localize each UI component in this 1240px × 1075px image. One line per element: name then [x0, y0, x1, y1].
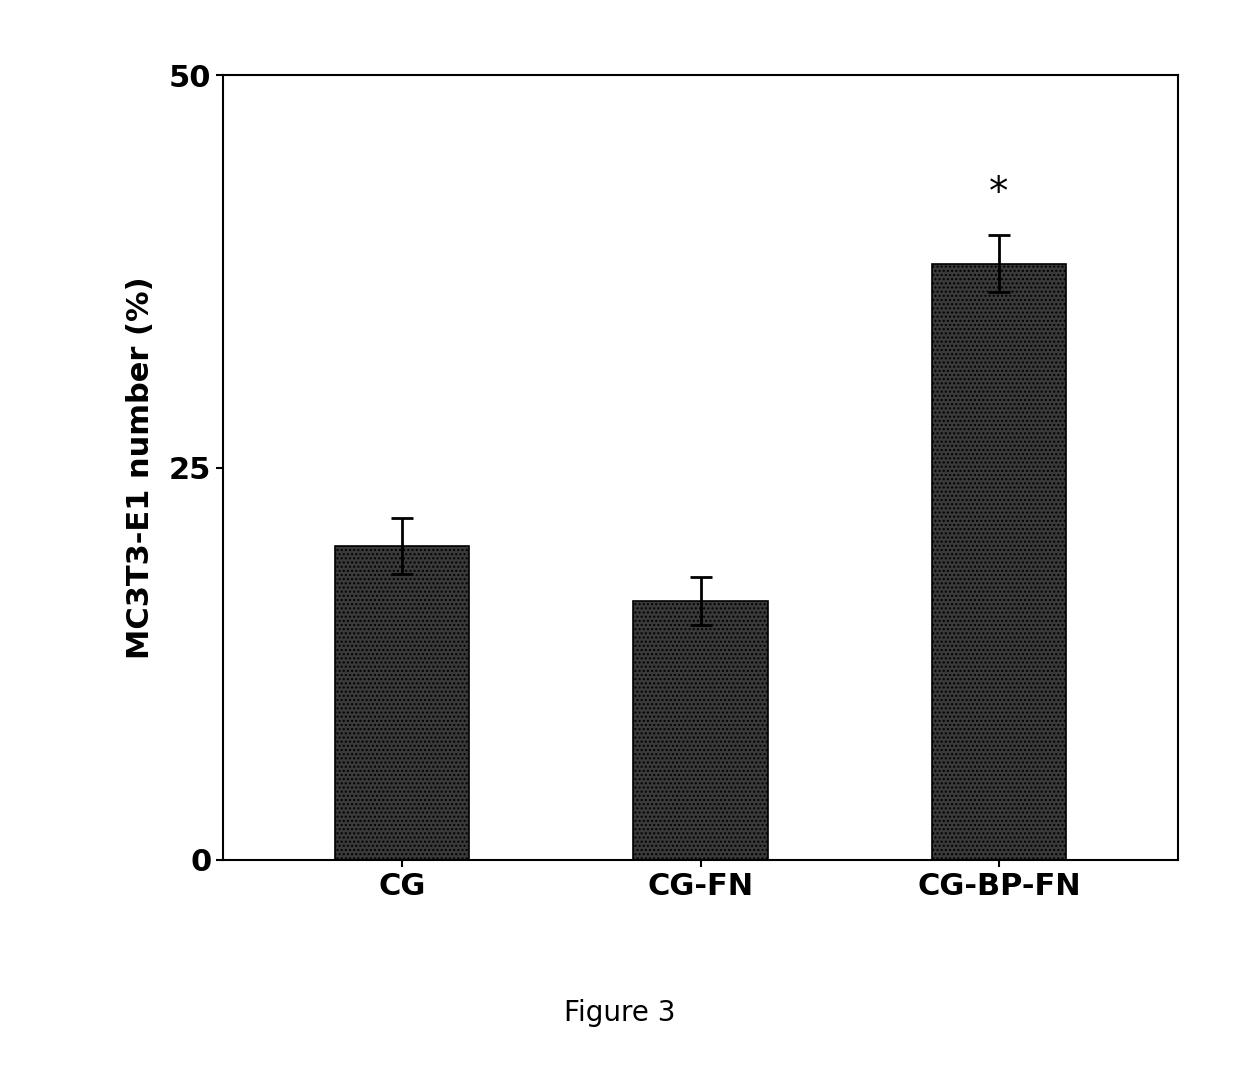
Bar — [335, 546, 470, 860]
Y-axis label: MC3T3-E1 number (%): MC3T3-E1 number (%) — [126, 276, 155, 659]
Bar — [634, 601, 768, 860]
Text: *: * — [990, 174, 1008, 212]
Text: Figure 3: Figure 3 — [564, 1000, 676, 1028]
Bar — [931, 263, 1066, 860]
